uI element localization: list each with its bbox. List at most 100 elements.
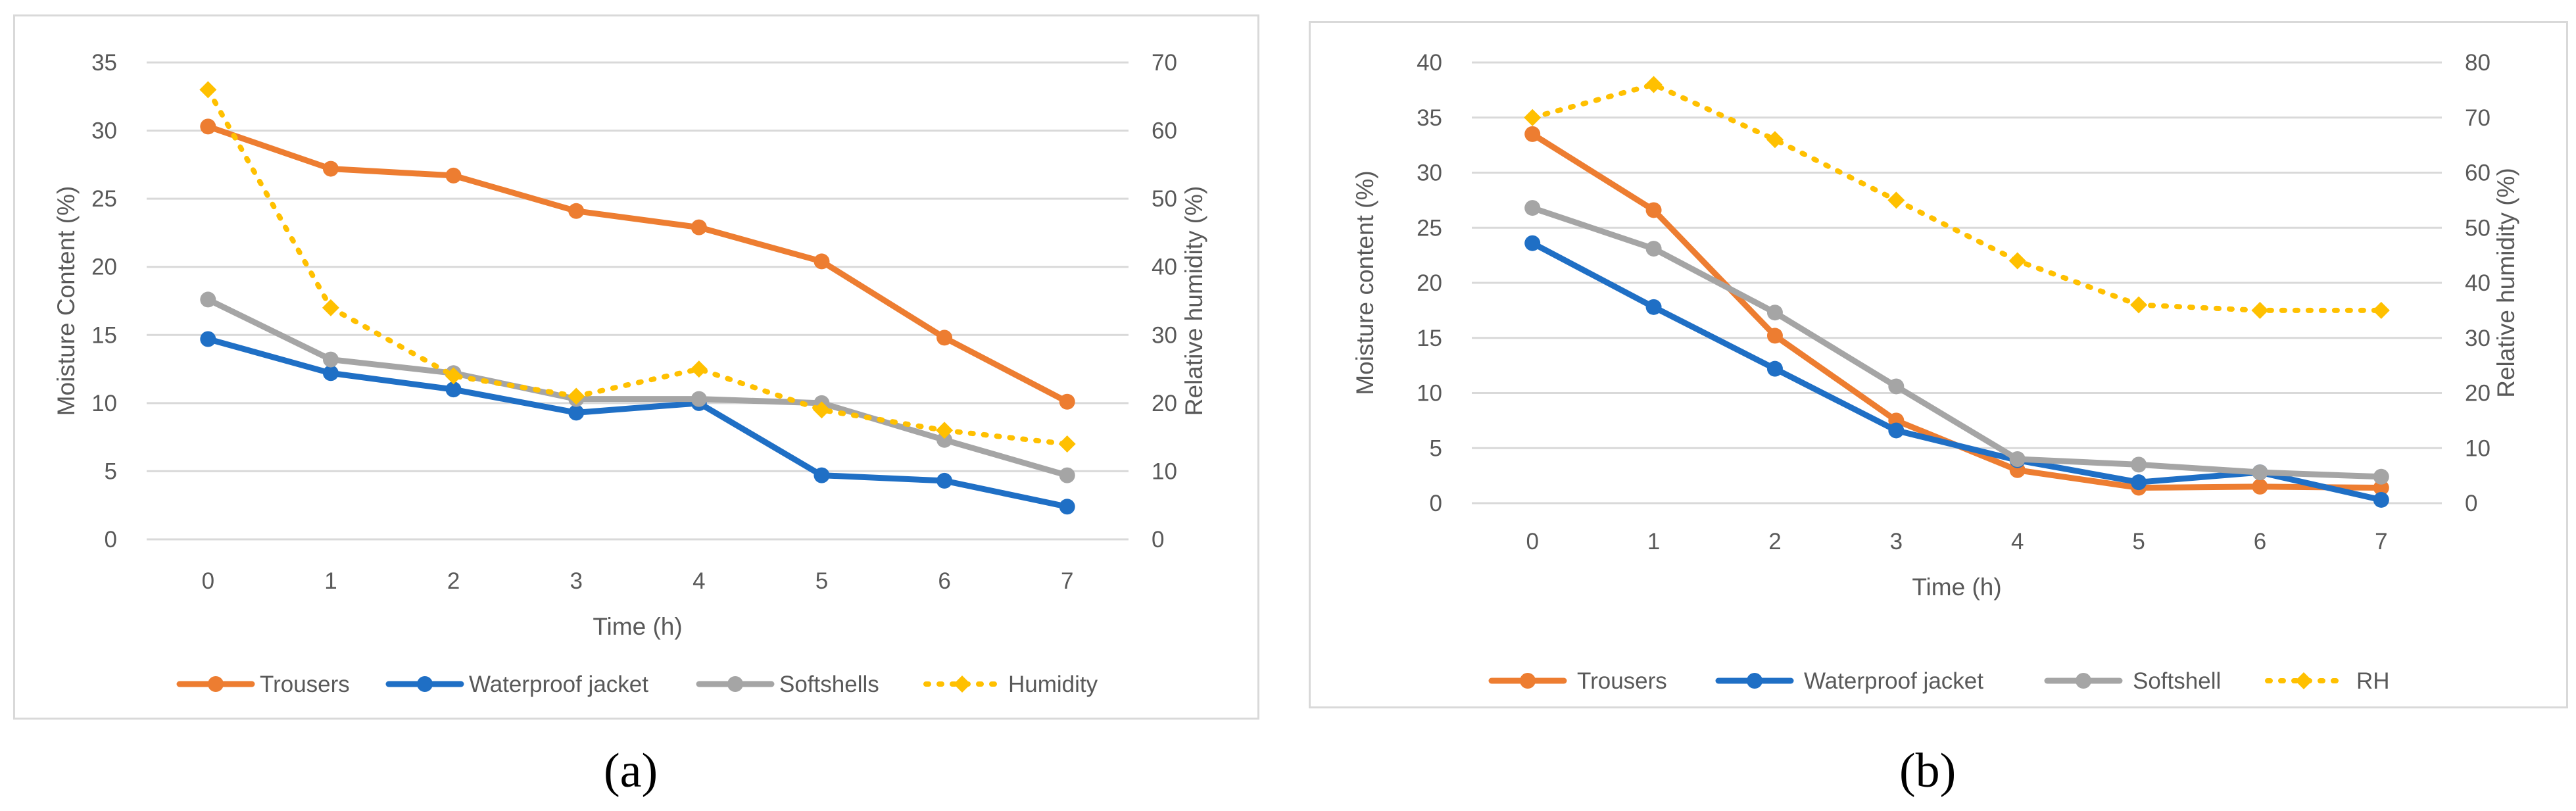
data-point-softshell <box>1645 241 1662 257</box>
data-point-trousers <box>2373 479 2389 496</box>
x-tick-label: 1 <box>324 568 337 594</box>
x-tick-label: 7 <box>2375 529 2387 554</box>
data-point-humidity <box>936 422 954 439</box>
legend-marker-waterproof-jacket <box>1747 673 1762 689</box>
data-point-softshells <box>322 351 339 368</box>
y2-tick-label: 20 <box>2465 381 2491 406</box>
legend-marker-waterproof-jacket <box>417 676 433 692</box>
data-point-trousers <box>200 118 216 135</box>
x-tick-label: 0 <box>202 568 214 594</box>
data-point-rh <box>2008 252 2026 270</box>
x-tick-label: 6 <box>938 568 950 594</box>
legend-marker-softshell <box>2076 673 2091 689</box>
y2-axis-label: Relative humidity (%) <box>2492 168 2519 398</box>
y2-tick-label: 70 <box>1152 50 1177 76</box>
y-tick-label: 30 <box>1417 160 1442 186</box>
y2-tick-label: 30 <box>2465 326 2491 351</box>
y2-tick-label: 10 <box>1152 458 1177 484</box>
data-point-rh <box>2251 301 2269 319</box>
x-tick-label: 5 <box>2132 529 2145 554</box>
data-point-humidity <box>813 401 831 419</box>
data-point-rh <box>2372 301 2390 319</box>
y2-tick-label: 30 <box>1152 322 1177 348</box>
x-axis-label: Time (h) <box>1912 574 2001 601</box>
y2-tick-label: 80 <box>2465 50 2491 76</box>
x-tick-label: 3 <box>570 568 582 594</box>
data-point-waterproof-jacket <box>322 365 339 381</box>
data-point-softshell <box>1766 305 1783 321</box>
legend-label-softshell: Softshell <box>2133 668 2221 694</box>
legend-label-humidity: Humidity <box>1008 672 1098 697</box>
y2-tick-label: 10 <box>2465 435 2491 461</box>
data-point-softshells <box>1059 467 1075 483</box>
data-point-trousers <box>445 167 462 184</box>
legend-label-softshells: Softshells <box>779 672 879 697</box>
figure-label-b: (b) <box>1899 744 1956 798</box>
data-point-waterproof-jacket <box>200 331 216 347</box>
data-point-rh <box>1887 191 1905 209</box>
data-point-rh <box>1524 109 1542 126</box>
legend-label-waterproof-jacket: Waterproof jacket <box>469 672 648 697</box>
x-tick-label: 5 <box>815 568 828 594</box>
y-tick-label: 0 <box>105 527 117 553</box>
y-tick-label: 15 <box>91 322 117 348</box>
y2-tick-label: 50 <box>1152 186 1177 212</box>
data-point-softshells <box>691 391 707 407</box>
y-tick-label: 20 <box>91 255 117 280</box>
data-point-trousers <box>1524 126 1541 142</box>
y-tick-label: 10 <box>91 391 117 416</box>
data-point-humidity <box>199 81 217 99</box>
y2-tick-label: 40 <box>2465 270 2491 296</box>
data-point-waterproof-jacket <box>1888 422 1905 439</box>
y-axis-label: Moisture content (%) <box>1351 170 1378 395</box>
data-point-softshell <box>1888 378 1905 395</box>
y-tick-label: 15 <box>1417 326 1442 351</box>
chart-panel-a: 0 5 10 15 20 25 30 35 0 10 20 30 40 50 60 70 0 1 2 3 4 5 6 7 Tim… <box>13 14 1259 720</box>
data-point-humidity <box>568 387 585 405</box>
y-tick-label: 0 <box>1430 491 1442 516</box>
legend-marker-rh <box>2295 672 2312 689</box>
data-point-trousers <box>2252 478 2268 495</box>
legend-label-trousers: Trousers <box>1577 668 1667 694</box>
y2-tick-label: 0 <box>2465 491 2477 516</box>
data-point-waterproof-jacket <box>1645 299 1662 315</box>
y-tick-label: 10 <box>1417 381 1442 406</box>
series-line-softshells <box>205 296 1071 479</box>
y-tick-label: 30 <box>91 118 117 144</box>
y2-tick-label: 50 <box>2465 215 2491 241</box>
data-point-trousers <box>691 219 707 235</box>
legend-label-waterproof-jacket: Waterproof jacket <box>1804 668 1983 694</box>
data-point-waterproof-jacket <box>1766 360 1783 377</box>
x-tick-label: 7 <box>1061 568 1073 594</box>
data-point-waterproof-jacket <box>568 405 585 421</box>
data-point-waterproof-jacket <box>1059 499 1075 515</box>
series-line-waterproof-jacket <box>205 336 1071 510</box>
data-point-softshells <box>936 431 953 448</box>
data-point-trousers <box>1059 393 1075 410</box>
y2-tick-label: 70 <box>2465 105 2491 131</box>
data-point-rh <box>1645 76 1663 93</box>
x-tick-label: 4 <box>2011 529 2024 554</box>
data-point-waterproof-jacket <box>814 467 830 483</box>
data-point-humidity <box>445 367 462 385</box>
data-point-softshell <box>2009 451 2026 467</box>
chart-a-svg: 0 5 10 15 20 25 30 35 0 10 20 30 40 50 60 70 0 1 2 3 4 5 6 7 Tim… <box>53 50 1207 697</box>
data-point-trousers <box>322 160 339 177</box>
series-line-trousers <box>205 123 1071 405</box>
x-tick-label: 3 <box>1890 529 1903 554</box>
data-point-softshell <box>2373 468 2389 485</box>
chart-panel-b: 0 5 10 15 20 25 30 35 40 0 10 20 30 40 50 60 70 80 0 1 2 3 4 5 6… <box>1309 21 2568 708</box>
series-line-rh <box>1530 82 2384 313</box>
y2-tick-label: 40 <box>1152 255 1177 280</box>
data-point-trousers <box>814 253 830 270</box>
y2-tick-label: 20 <box>1152 391 1177 416</box>
y-tick-label: 35 <box>91 50 117 76</box>
data-point-humidity <box>322 299 339 316</box>
series-line-humidity <box>205 87 1070 447</box>
legend-marker-humidity <box>954 676 971 693</box>
legend-marker-trousers <box>208 676 224 692</box>
data-point-softshell <box>2252 464 2268 481</box>
x-tick-label: 0 <box>1526 529 1538 554</box>
y2-axis-label: Relative humidity (%) <box>1180 186 1207 416</box>
data-point-rh <box>1766 131 1784 149</box>
